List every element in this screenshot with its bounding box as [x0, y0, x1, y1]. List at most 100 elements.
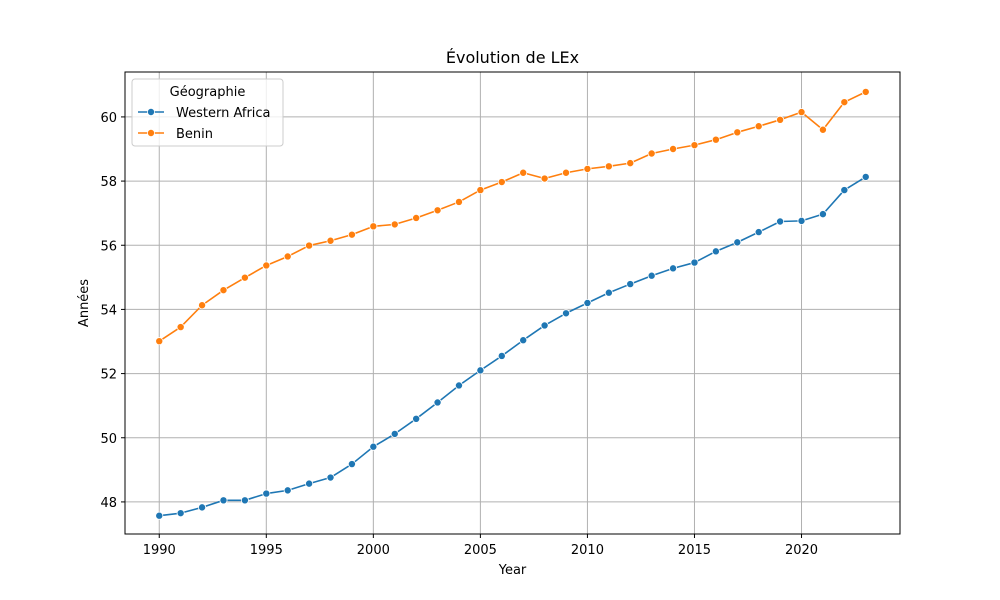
- data-point-benin: [326, 236, 335, 245]
- data-point-benin: [198, 301, 207, 310]
- series-layer: [155, 87, 870, 520]
- data-point-benin: [669, 144, 678, 153]
- data-point-western-africa: [840, 186, 849, 195]
- data-point-western-africa: [519, 336, 528, 345]
- data-point-benin: [369, 222, 378, 231]
- x-axis-label: Year: [498, 563, 527, 578]
- data-point-benin: [840, 98, 849, 107]
- y-tick-label: 56: [100, 239, 117, 254]
- data-point-benin: [711, 135, 720, 144]
- x-tick-label: 2020: [785, 543, 818, 558]
- data-point-benin: [412, 213, 421, 222]
- x-tick-label: 2005: [464, 543, 497, 558]
- x-tick-label: 2000: [357, 543, 390, 558]
- data-point-western-africa: [347, 460, 356, 469]
- data-point-western-africa: [540, 321, 549, 330]
- data-point-western-africa: [776, 217, 785, 226]
- y-axis-label: Années: [77, 279, 92, 327]
- legend-items: Western Africa Benin: [138, 106, 271, 142]
- legend-marker-western-africa: [146, 108, 155, 117]
- data-point-western-africa: [797, 216, 806, 225]
- data-point-benin: [562, 168, 571, 177]
- data-point-western-africa: [626, 280, 635, 289]
- data-point-benin: [818, 125, 827, 134]
- data-point-benin: [219, 286, 228, 295]
- data-point-western-africa: [669, 264, 678, 273]
- data-point-western-africa: [733, 238, 742, 247]
- legend-marker-benin: [146, 128, 155, 137]
- legend-title: Géographie: [170, 85, 246, 100]
- y-tick-label: 60: [100, 111, 117, 126]
- series-line-western-africa: [159, 176, 867, 517]
- data-point-western-africa: [412, 414, 421, 423]
- x-tick-label: 2015: [678, 543, 711, 558]
- series-western-africa: [155, 172, 870, 520]
- data-point-western-africa: [818, 210, 827, 219]
- data-point-western-africa: [604, 288, 613, 297]
- data-point-western-africa: [476, 366, 485, 375]
- y-axis-ticks: 48 50 52 54 56 58 60: [100, 111, 125, 511]
- data-point-western-africa: [176, 509, 185, 518]
- data-point-western-africa: [497, 351, 506, 360]
- data-point-benin: [240, 273, 249, 282]
- data-point-benin: [476, 186, 485, 195]
- data-point-benin: [176, 323, 185, 332]
- data-point-benin: [390, 220, 399, 229]
- data-point-western-africa: [583, 298, 592, 307]
- data-point-benin: [305, 241, 314, 250]
- data-point-benin: [647, 149, 656, 158]
- legend-label-western-africa: Western Africa: [176, 106, 271, 121]
- y-tick-label: 58: [100, 175, 117, 190]
- x-tick-label: 1995: [250, 543, 283, 558]
- y-tick-label: 54: [100, 303, 117, 318]
- data-point-western-africa: [240, 496, 249, 505]
- data-point-benin: [776, 115, 785, 124]
- data-point-benin: [733, 128, 742, 137]
- data-point-benin: [155, 337, 164, 346]
- data-point-western-africa: [262, 489, 271, 498]
- data-point-benin: [347, 230, 356, 239]
- data-point-benin: [861, 87, 870, 96]
- data-point-benin: [283, 252, 292, 261]
- data-point-western-africa: [283, 486, 292, 495]
- data-point-benin: [433, 206, 442, 215]
- data-point-western-africa: [219, 496, 228, 505]
- data-point-western-africa: [647, 271, 656, 280]
- data-point-western-africa: [390, 429, 399, 438]
- data-point-western-africa: [155, 511, 164, 520]
- data-point-benin: [262, 261, 271, 270]
- data-point-benin: [604, 162, 613, 171]
- data-point-benin: [690, 141, 699, 150]
- x-tick-label: 2010: [571, 543, 604, 558]
- data-point-western-africa: [369, 442, 378, 451]
- data-point-western-africa: [198, 503, 207, 512]
- x-tick-label: 1990: [143, 543, 176, 558]
- data-point-western-africa: [326, 473, 335, 482]
- y-tick-label: 48: [100, 496, 117, 511]
- data-point-western-africa: [454, 381, 463, 390]
- data-point-benin: [519, 168, 528, 177]
- data-point-benin: [626, 159, 635, 168]
- series-line-benin: [158, 91, 867, 342]
- data-point-western-africa: [305, 479, 314, 488]
- legend: Géographie Western Africa Benin: [131, 78, 284, 147]
- data-point-benin: [797, 108, 806, 117]
- y-tick-label: 50: [100, 432, 117, 447]
- data-point-western-africa: [754, 228, 763, 237]
- data-point-benin: [583, 164, 592, 173]
- data-point-benin: [754, 122, 763, 131]
- series-benin: [155, 87, 870, 346]
- y-tick-label: 52: [100, 368, 117, 383]
- data-point-benin: [540, 174, 549, 183]
- data-point-western-africa: [690, 258, 699, 267]
- chart-title: Évolution de LEx: [446, 48, 579, 67]
- x-axis-ticks: 1990 1995 2000 2005 2010 2015 2020: [143, 534, 818, 558]
- data-point-benin: [454, 197, 463, 206]
- plot-frame: [124, 71, 901, 535]
- data-point-western-africa: [562, 309, 571, 318]
- data-point-western-africa: [711, 247, 720, 256]
- data-point-western-africa: [433, 398, 442, 407]
- grid-lines: [125, 72, 900, 534]
- data-point-western-africa: [861, 172, 870, 181]
